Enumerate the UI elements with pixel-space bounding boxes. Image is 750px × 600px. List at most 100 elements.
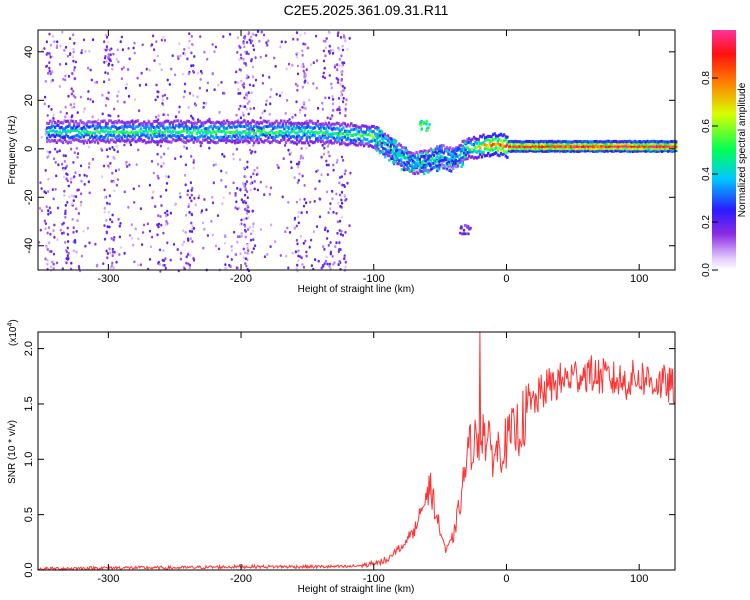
spectrogram-cell (326, 262, 329, 266)
spectrogram-cell (108, 119, 111, 123)
spectrogram-cell (577, 145, 581, 149)
spectrogram-cell (195, 132, 199, 135)
spectrogram-cell (335, 212, 338, 215)
spectrogram-cell (81, 128, 84, 132)
spectrogram-cell (64, 154, 67, 158)
spectrogram-cell (122, 139, 125, 143)
spectrogram-cell (501, 153, 504, 157)
spectrogram-cell (483, 143, 487, 147)
spectrogram-cell (55, 46, 58, 49)
spectrogram-cell (331, 95, 334, 98)
spectrogram-cell (632, 147, 635, 151)
spectrogram-cell (165, 188, 168, 192)
spectrogram-cell (328, 96, 331, 100)
spectrogram-cell (332, 263, 335, 266)
spectrogram-cell (144, 134, 148, 138)
spectrogram-cell (128, 140, 132, 144)
spectrogram-cell (584, 147, 587, 150)
spectrogram-cell (331, 122, 334, 126)
spectrogram-cell (644, 142, 648, 146)
spectrogram-cell (326, 229, 329, 233)
spectrogram-cell (213, 124, 216, 128)
spectrogram-cell (147, 136, 151, 140)
spectrogram-cell (88, 191, 91, 195)
spectrogram-cell (323, 66, 326, 70)
spectrogram-cell (561, 145, 565, 149)
spectrogram-cell (560, 147, 563, 151)
spectrogram-cell (41, 49, 44, 52)
spectrogram-cell (71, 126, 74, 130)
spectrogram-cell (187, 239, 190, 242)
colorbar: 0.00.20.40.60.8 Normalized spectral ampl… (701, 30, 748, 277)
spectrogram-cell (112, 124, 116, 128)
spectrogram-cell (187, 205, 190, 208)
spectrogram-cell (378, 151, 382, 155)
spectrogram-cell (364, 124, 367, 128)
spectrogram-cell (72, 199, 75, 202)
spectrogram-cell (600, 140, 603, 144)
spectrogram-cell (495, 136, 498, 140)
spectrogram-cell (96, 125, 100, 129)
spectrogram-cell (52, 252, 56, 256)
spectrogram-cell (89, 131, 92, 135)
spectrogram-cell (313, 200, 316, 203)
spectrogram-cell (241, 111, 244, 115)
spectrogram-cell (156, 54, 159, 58)
spectrogram-cell (63, 127, 66, 131)
spectrogram-cell (635, 140, 638, 144)
spectrogram-cell (120, 246, 123, 249)
spectrogram-cell (563, 142, 566, 146)
spectrogram-cell (203, 130, 206, 134)
spectrogram-cell (211, 195, 214, 199)
spectrogram-cell (386, 149, 390, 152)
spectrogram-cell (606, 147, 609, 150)
spectrogram-cell (550, 144, 554, 148)
spectrogram-cell (490, 144, 493, 148)
spectrogram-cell (264, 124, 267, 128)
spectrogram-cell (561, 147, 565, 151)
spectrogram-cell (353, 133, 356, 136)
spectrogram-cell (101, 119, 105, 123)
spectrogram-cell (389, 145, 392, 148)
spectrogram-cell (81, 120, 84, 124)
spectrogram-cell (79, 95, 82, 99)
spectrogram-cell (577, 142, 581, 146)
spectrogram-cell (301, 174, 304, 178)
spectrogram-cell (319, 140, 323, 144)
spectrogram-cell (397, 159, 401, 163)
spectrogram-cell (221, 152, 224, 156)
spectrogram-cell (46, 136, 49, 140)
spectrogram-cell (628, 147, 632, 151)
spectrogram-cell (138, 139, 141, 143)
spectrogram-cell (249, 182, 252, 185)
spectrogram-cell (149, 125, 152, 129)
spectrogram-cell (287, 266, 290, 270)
spectrogram-cell (587, 140, 590, 144)
spectrogram-cell (636, 147, 640, 151)
spectrogram-cell (181, 124, 184, 128)
spectrogram-cell (57, 124, 60, 127)
spectrogram-cell (652, 146, 656, 150)
spectrogram-cell (64, 45, 68, 49)
spectrogram-cell (76, 125, 79, 129)
spectrogram-cell (616, 147, 619, 151)
spectrogram-cell (341, 48, 345, 52)
spectrogram-cell (646, 147, 649, 151)
spectrogram-cell (292, 122, 296, 126)
spectrogram-cell (533, 145, 536, 149)
spectrogram-cell (627, 145, 630, 149)
spectrogram-cell (636, 142, 640, 146)
spectrogram-cell (186, 193, 189, 197)
spectrogram-cell (296, 165, 299, 169)
spectrogram-cell (409, 164, 412, 168)
spectrogram-cell (485, 135, 488, 139)
spectrogram-cell (213, 130, 216, 134)
spectrogram-cell (600, 149, 603, 153)
spectrogram-cell (651, 139, 654, 143)
y-tick-label: -20 (23, 189, 35, 205)
spectrogram-cell (325, 255, 328, 259)
spectrogram-cell (208, 136, 211, 140)
spectrogram-cell (132, 46, 135, 50)
spectrogram-cell (85, 121, 89, 125)
spectrogram-cell (96, 141, 100, 145)
